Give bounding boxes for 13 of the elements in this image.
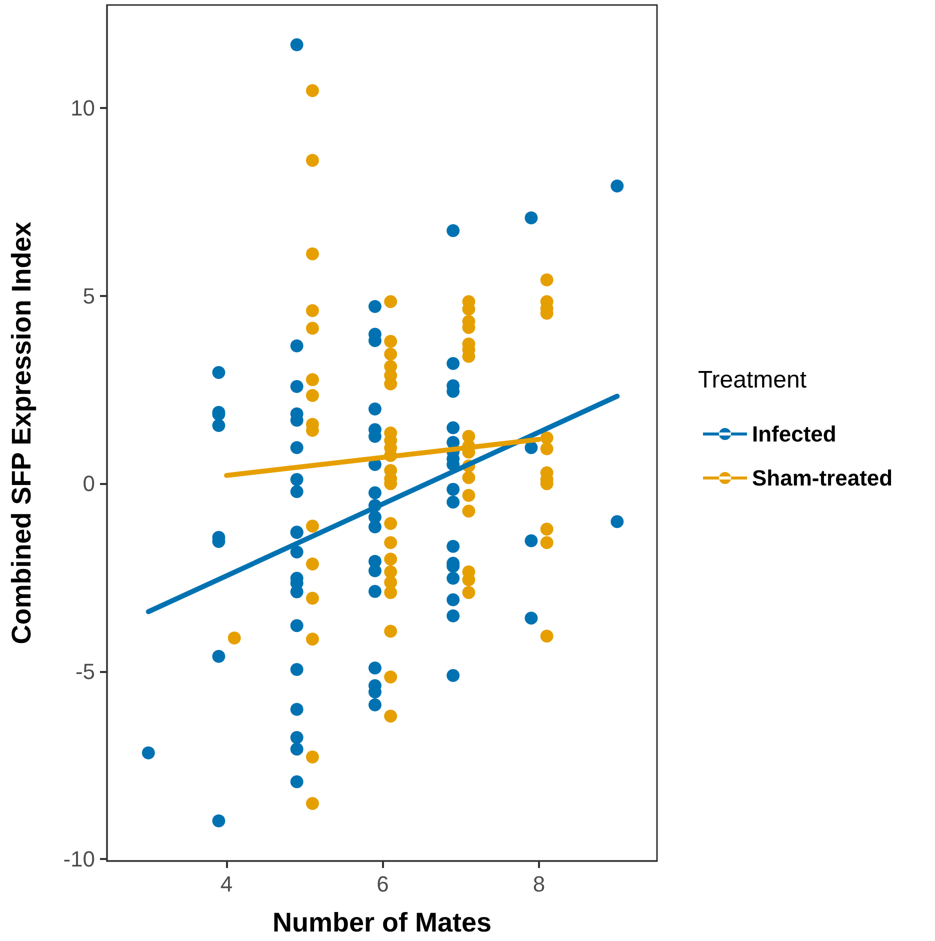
y-tick-label: -10: [63, 846, 95, 872]
y-tick-label: 0: [82, 471, 95, 496]
y-tick-label: 10: [70, 96, 95, 121]
x-tick-label: 6: [376, 872, 389, 896]
legend-label: Sham-treated: [752, 466, 893, 490]
x-axis-title: Number of Mates: [272, 908, 492, 938]
y-tick-label: 5: [82, 283, 95, 308]
legend-title: Treatment: [698, 366, 807, 394]
x-tick-label: 8: [532, 872, 546, 896]
y-axis-title: Combined SFP Expression Index: [6, 222, 36, 644]
legend-label: Infected: [752, 422, 836, 446]
x-tick-label: 4: [220, 872, 233, 896]
y-tick-label: -5: [75, 658, 95, 684]
